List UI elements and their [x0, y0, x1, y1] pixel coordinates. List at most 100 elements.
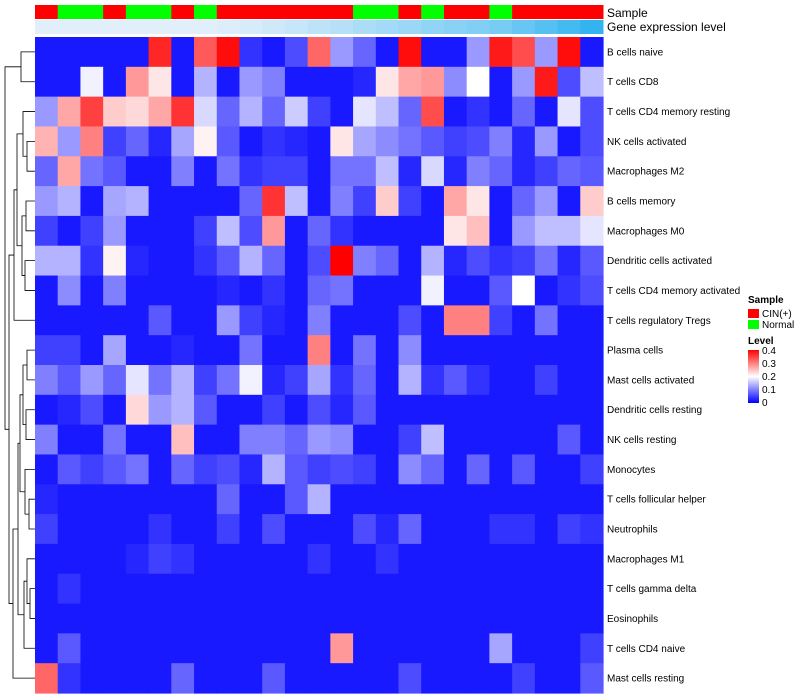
heatmap-cell [330, 394, 354, 426]
heatmap-cell [239, 365, 263, 396]
heatmap-cell [353, 543, 377, 575]
heatmap-cell [171, 156, 195, 187]
heatmap-cell [262, 633, 286, 664]
heatmap-cell [398, 573, 422, 605]
heatmap-cell [148, 454, 172, 485]
heatmap-cell [489, 365, 513, 396]
heatmap-cell [35, 633, 59, 664]
heatmap-cell [353, 394, 377, 426]
heatmap-cell [148, 186, 172, 217]
heatmap-cell [534, 424, 559, 456]
level-tick-0.3: 0.3 [762, 359, 776, 370]
expression-annotation-cell [557, 20, 581, 34]
heatmap-cell [125, 663, 150, 694]
level-colorbar [748, 350, 759, 403]
heatmap-cell [35, 573, 59, 605]
heatmap-cell [262, 186, 286, 217]
heatmap-cell [307, 186, 331, 217]
heatmap-cell [148, 484, 172, 515]
heatmap-cell [35, 543, 59, 575]
heatmap-cell [103, 543, 127, 575]
row-label: Neutrophils [607, 525, 658, 536]
heatmap-cell [398, 156, 422, 187]
heatmap-cell [443, 156, 468, 187]
heatmap-cell [80, 245, 104, 277]
heatmap-cell [534, 186, 559, 217]
heatmap-cell [398, 484, 422, 515]
heatmap-cell [216, 215, 241, 247]
heatmap-cell [307, 573, 331, 605]
heatmap-cell [216, 484, 241, 515]
heatmap-cell [375, 126, 400, 157]
heatmap-cell [557, 514, 581, 545]
row-label: T cells follicular helper [607, 495, 706, 506]
heatmap-cell [125, 603, 150, 634]
heatmap-cell [284, 603, 309, 634]
heatmap-cell [466, 245, 490, 277]
heatmap-cell [262, 484, 286, 515]
heatmap-cell [284, 633, 309, 664]
heatmap-cell [534, 365, 559, 396]
heatmap-cell [398, 335, 422, 366]
heatmap-cell [103, 514, 127, 545]
expression-annotation-cell [353, 20, 377, 34]
heatmap-cell [307, 424, 331, 456]
heatmap-cell [171, 603, 195, 634]
heatmap-cell [421, 66, 445, 98]
heatmap-cell [80, 305, 104, 336]
heatmap-cell [57, 454, 82, 485]
heatmap-cell [466, 305, 490, 336]
heatmap-cell [398, 126, 422, 157]
heatmap-cell [284, 186, 309, 217]
sample-annotation-cell [512, 5, 536, 19]
dendrogram-branch [20, 51, 35, 83]
sample-annotation-cell [330, 5, 354, 19]
dendrogram-branch [22, 111, 35, 157]
row-label: B cells naive [607, 47, 664, 58]
heatmap-cell [284, 126, 309, 157]
heatmap-cell [262, 424, 286, 456]
heatmap-cell [35, 186, 59, 217]
heatmap-cell [307, 603, 331, 634]
heatmap-cell [194, 484, 218, 515]
heatmap-cell [262, 156, 286, 187]
legend-label-normal: Normal [762, 320, 794, 331]
heatmap-cell [330, 454, 354, 485]
heatmap-cell [171, 335, 195, 366]
heatmap-cell [580, 424, 604, 456]
heatmap-cell [239, 633, 263, 664]
heatmap-cell [125, 484, 150, 515]
heatmap-cell [353, 66, 377, 98]
heatmap-cell [398, 66, 422, 98]
sample-annotation-cell [284, 5, 309, 19]
heatmap-cell [512, 394, 536, 426]
heatmap-cell [284, 514, 309, 545]
heatmap-cell [398, 663, 422, 694]
heatmap-cell [171, 394, 195, 426]
heatmap-cell [262, 66, 286, 98]
heatmap-cell [580, 37, 604, 68]
heatmap-cell [512, 66, 536, 98]
heatmap-cell [80, 663, 104, 694]
dendrogram-branch [28, 498, 35, 530]
heatmap-cell [375, 394, 400, 426]
heatmap-cell [489, 37, 513, 68]
row-label: Mast cells resting [607, 674, 684, 685]
heatmap-cell [421, 37, 445, 68]
heatmap-cell [80, 66, 104, 98]
heatmap-cell [103, 603, 127, 634]
expression-annotation-cell [125, 20, 150, 34]
heatmap-cell [443, 514, 468, 545]
heatmap-cell [57, 96, 82, 128]
sample-annotation-cell [125, 5, 150, 19]
heatmap-cell [466, 66, 490, 98]
heatmap-cell [284, 66, 309, 98]
expression-annotation-cell [375, 20, 400, 34]
heatmap-cell [489, 484, 513, 515]
sample-legend-title: Sample [748, 295, 784, 306]
expression-annotation-cell [284, 20, 309, 34]
heatmap-cell [353, 484, 377, 515]
heatmap-cell [307, 633, 331, 664]
heatmap-cell [35, 454, 59, 485]
level-tick-0.4: 0.4 [762, 346, 776, 357]
